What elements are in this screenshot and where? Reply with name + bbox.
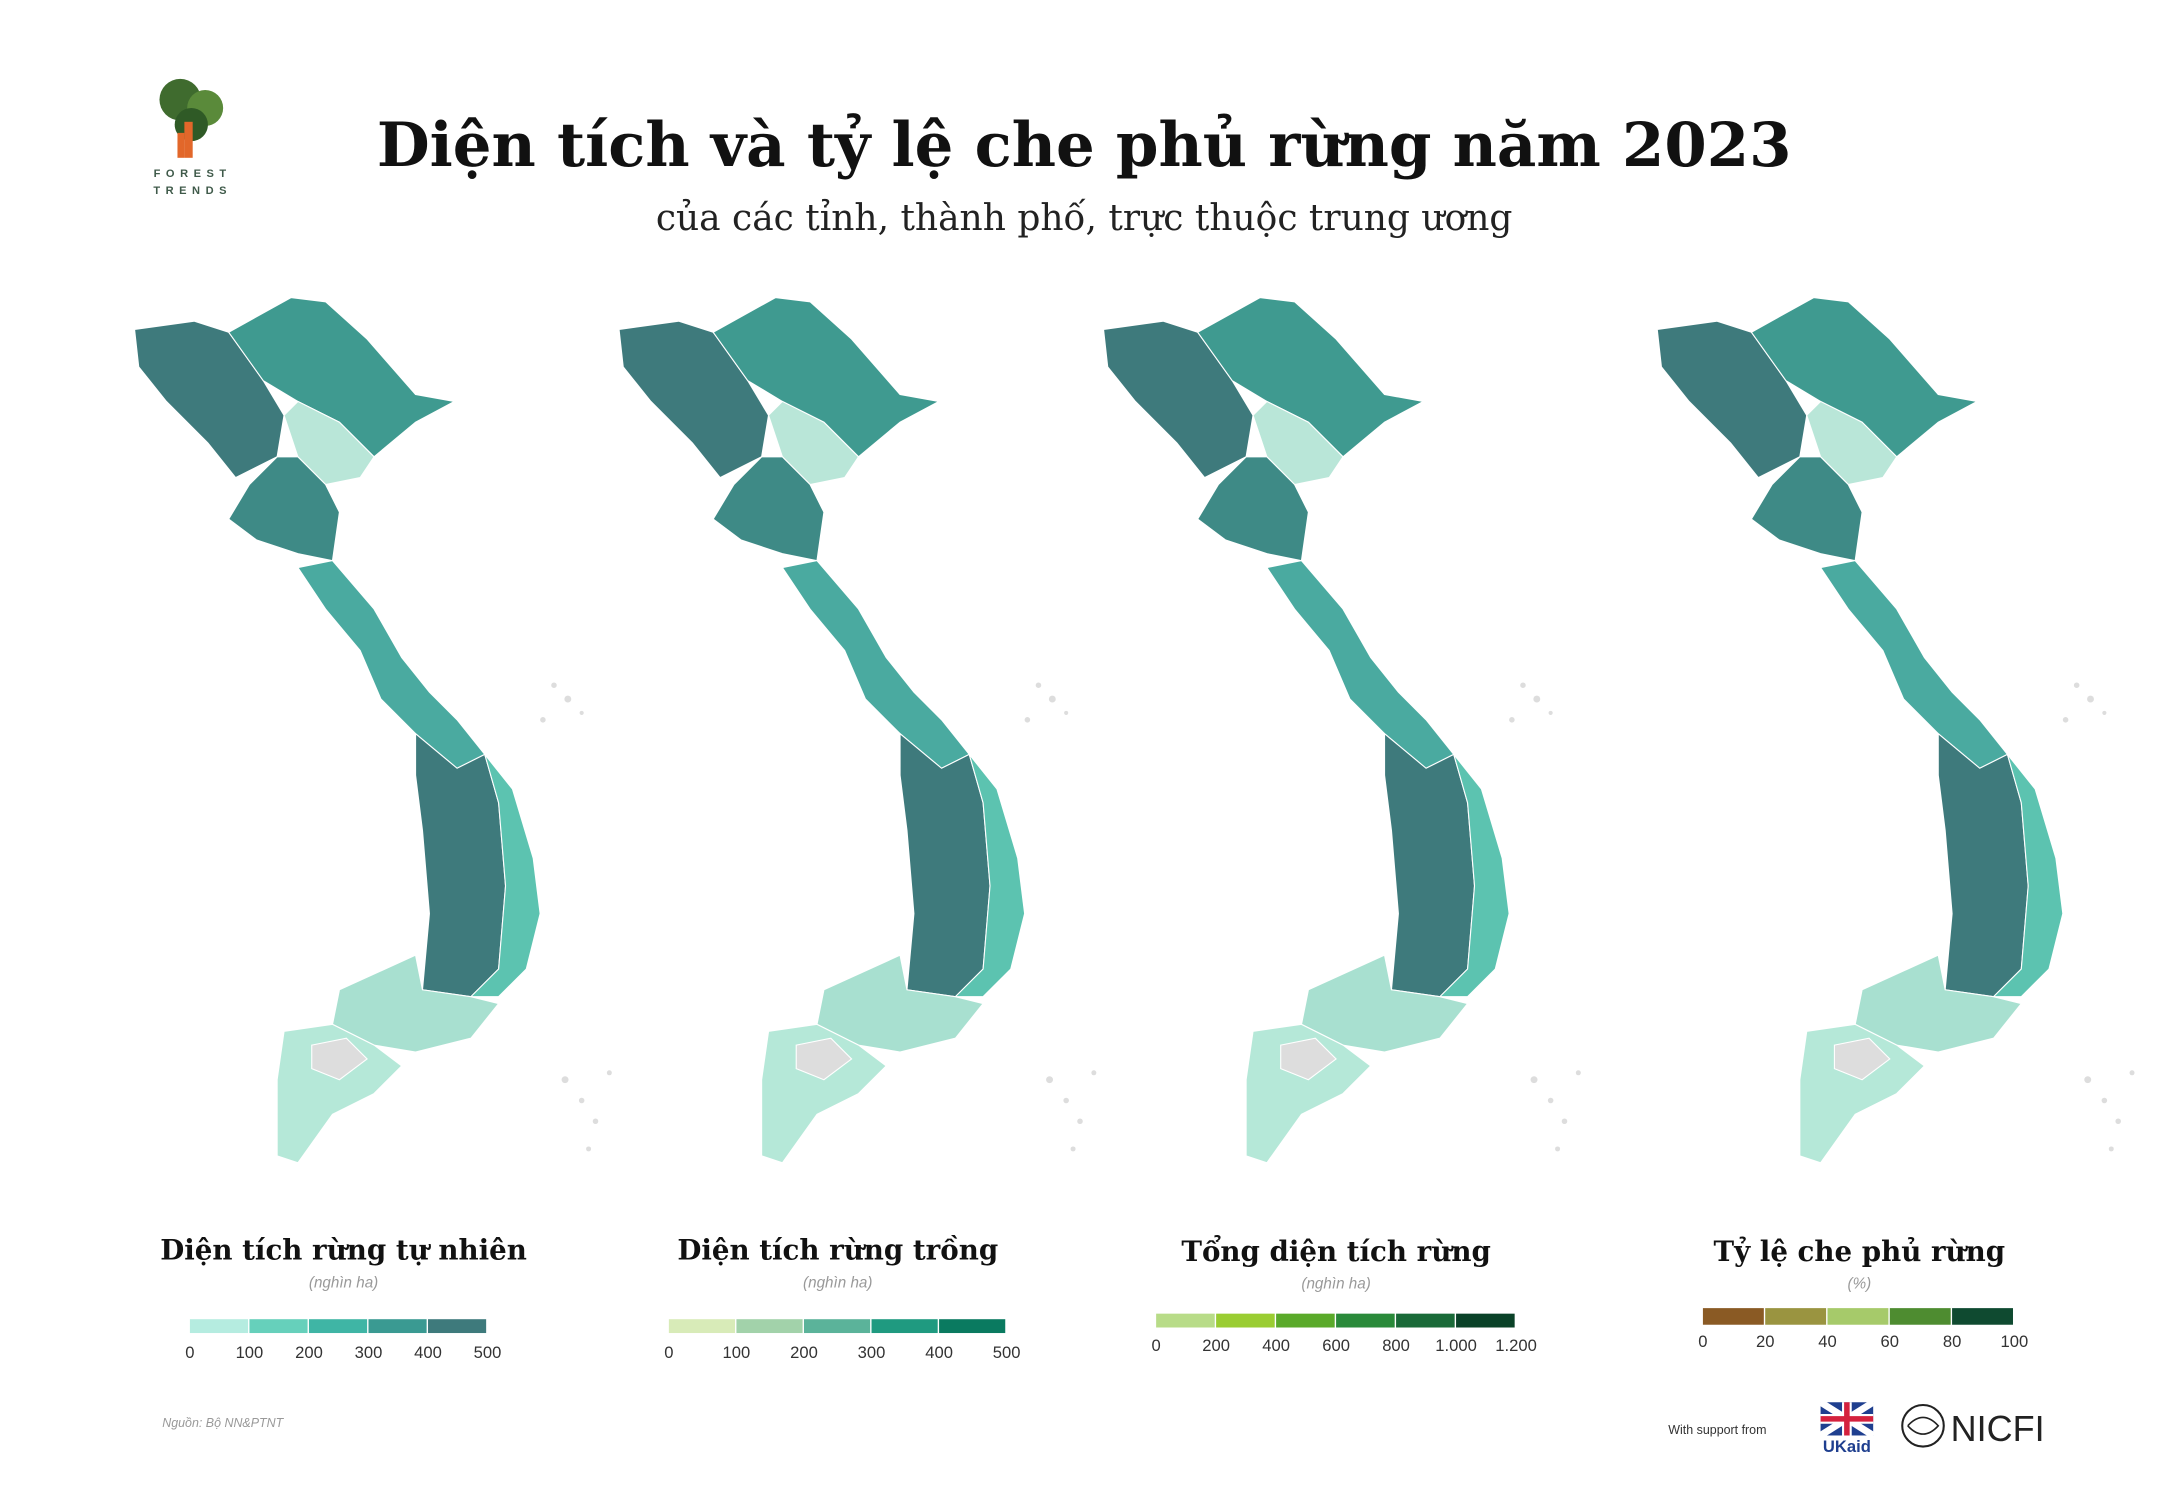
legends: Diện tích rừng tự nhiên(nghìn ha)0 100 200… [160, 1234, 2028, 1362]
legend-tick-label: 400 [1262, 1336, 1290, 1355]
nicfi-logo: NICFI [1901, 1403, 2045, 1449]
legend-swatch [1702, 1308, 1764, 1325]
legend-tick-label: 400 [414, 1343, 442, 1362]
legend-tick-label: 60 [1881, 1332, 1899, 1351]
legend-swatch [871, 1319, 938, 1334]
legend-title: Tỷ lệ che phủ rừng [1714, 1235, 2006, 1268]
title: Diện tích và tỷ lệ che phủ rừng năm 2023 [377, 110, 1792, 181]
legend-unit: (nghìn ha) [803, 1274, 872, 1291]
legend-tick-label: 80 [1943, 1332, 1961, 1351]
legend-swatch [1889, 1308, 1951, 1325]
legend-tick-label: 100 [2001, 1332, 2029, 1351]
legend-tick-label: 0 [1698, 1332, 1707, 1351]
legend-swatch [1456, 1313, 1515, 1328]
legend-tick-label: 40 [1818, 1332, 1836, 1351]
legend-tick-label: 800 [1382, 1336, 1410, 1355]
legend-tick-label: 500 [993, 1343, 1021, 1362]
legend-swatch [368, 1319, 427, 1334]
subtitle: của các tỉnh, thành phố, trực thuộc trun… [656, 198, 1513, 239]
legend-swatch [1396, 1313, 1455, 1328]
legend-swatch [1827, 1308, 1889, 1325]
legend-tick-label: 100 [723, 1343, 751, 1362]
legend-swatch [308, 1319, 368, 1334]
logo-text: TRENDS [153, 185, 232, 197]
legend-title: Diện tích rừng tự nhiên [160, 1234, 527, 1267]
map [1657, 298, 2134, 1163]
legend-tick-label: 300 [858, 1343, 886, 1362]
legend-tick-label: 600 [1322, 1336, 1350, 1355]
logo: FOREST TRENDS [153, 78, 232, 197]
legend-tick-label: 500 [474, 1343, 502, 1362]
legend-tick-label: 200 [295, 1343, 323, 1362]
legend-swatch [1336, 1313, 1395, 1328]
legend-tick-label: 200 [790, 1343, 818, 1362]
source: Nguồn: Bộ NN&PTNT [162, 1416, 284, 1430]
legend-title: Tổng diện tích rừng [1181, 1234, 1490, 1268]
legend-swatch [668, 1319, 736, 1334]
ukaid-text: UKaid [1823, 1437, 1871, 1456]
legend-tick-label: 300 [355, 1343, 383, 1362]
map [1104, 298, 1581, 1163]
legend-swatch [803, 1319, 871, 1334]
legend-tick-label: 400 [925, 1343, 953, 1362]
legend-swatch [428, 1319, 487, 1334]
legend-tick-label: 1.000 [1435, 1336, 1477, 1355]
legend-unit: (%) [1848, 1276, 1872, 1293]
legend-tick-label: 200 [1202, 1336, 1230, 1355]
legend-tick-label: 1.200 [1495, 1336, 1537, 1355]
legend-swatch [736, 1319, 803, 1334]
legend-swatch [939, 1319, 1006, 1334]
legend-tick-label: 20 [1756, 1332, 1774, 1351]
support-text: With support from [1668, 1423, 1766, 1437]
legend-tick-label: 0 [664, 1343, 673, 1362]
legend-tick-label: 100 [236, 1343, 264, 1362]
legend-tick-label: 0 [1152, 1336, 1161, 1355]
legend-swatch [249, 1319, 308, 1334]
legend-swatch [1156, 1313, 1215, 1328]
map [133, 297, 612, 1164]
legend-unit: (nghìn ha) [1301, 1276, 1370, 1293]
legend-swatch [1216, 1313, 1275, 1328]
legend-swatch [1952, 1308, 2013, 1325]
legend-unit: (nghìn ha) [309, 1274, 378, 1291]
legend-swatch [1276, 1313, 1335, 1328]
legend-title: Diện tích rừng trồng [677, 1234, 998, 1267]
ukaid-logo: UKaid [1818, 1399, 1876, 1456]
map [619, 298, 1096, 1163]
legend-tick-label: 0 [185, 1343, 194, 1362]
legend-swatch [1765, 1308, 1827, 1325]
nicfi-text: NICFI [1951, 1408, 2045, 1449]
logo-text: FOREST [154, 168, 232, 180]
legend-swatch [189, 1319, 249, 1334]
